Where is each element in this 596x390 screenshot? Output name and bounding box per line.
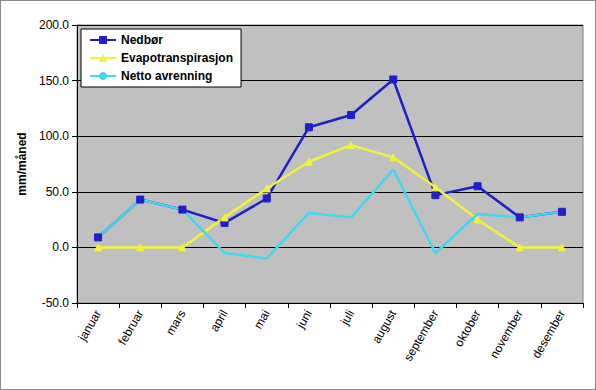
svg-text:november: november	[487, 307, 526, 360]
svg-text:juni: juni	[293, 307, 315, 331]
svg-text:100.0: 100.0	[39, 129, 69, 143]
svg-text:150.0: 150.0	[39, 74, 69, 88]
svg-text:200.0: 200.0	[39, 18, 69, 32]
svg-text:oktober: oktober	[452, 307, 484, 349]
svg-text:50.0: 50.0	[46, 185, 70, 199]
svg-text:0.0: 0.0	[52, 240, 69, 254]
svg-text:mars: mars	[163, 307, 188, 337]
svg-text:desember: desember	[529, 307, 568, 360]
svg-text:Evapotranspirasjon: Evapotranspirasjon	[121, 51, 233, 65]
svg-text:juli: juli	[337, 307, 357, 328]
svg-text:Netto avrenning: Netto avrenning	[121, 69, 212, 83]
svg-text:Nedbør: Nedbør	[121, 33, 163, 47]
svg-text:august: august	[369, 307, 399, 346]
svg-text:september: september	[401, 307, 441, 363]
svg-text:januar: januar	[75, 307, 104, 344]
svg-text:-50.0: -50.0	[42, 296, 70, 310]
svg-text:mm/måned: mm/måned	[15, 132, 29, 195]
svg-text:mai: mai	[251, 307, 273, 331]
svg-text:februar: februar	[115, 307, 146, 347]
svg-text:april: april	[207, 307, 230, 334]
